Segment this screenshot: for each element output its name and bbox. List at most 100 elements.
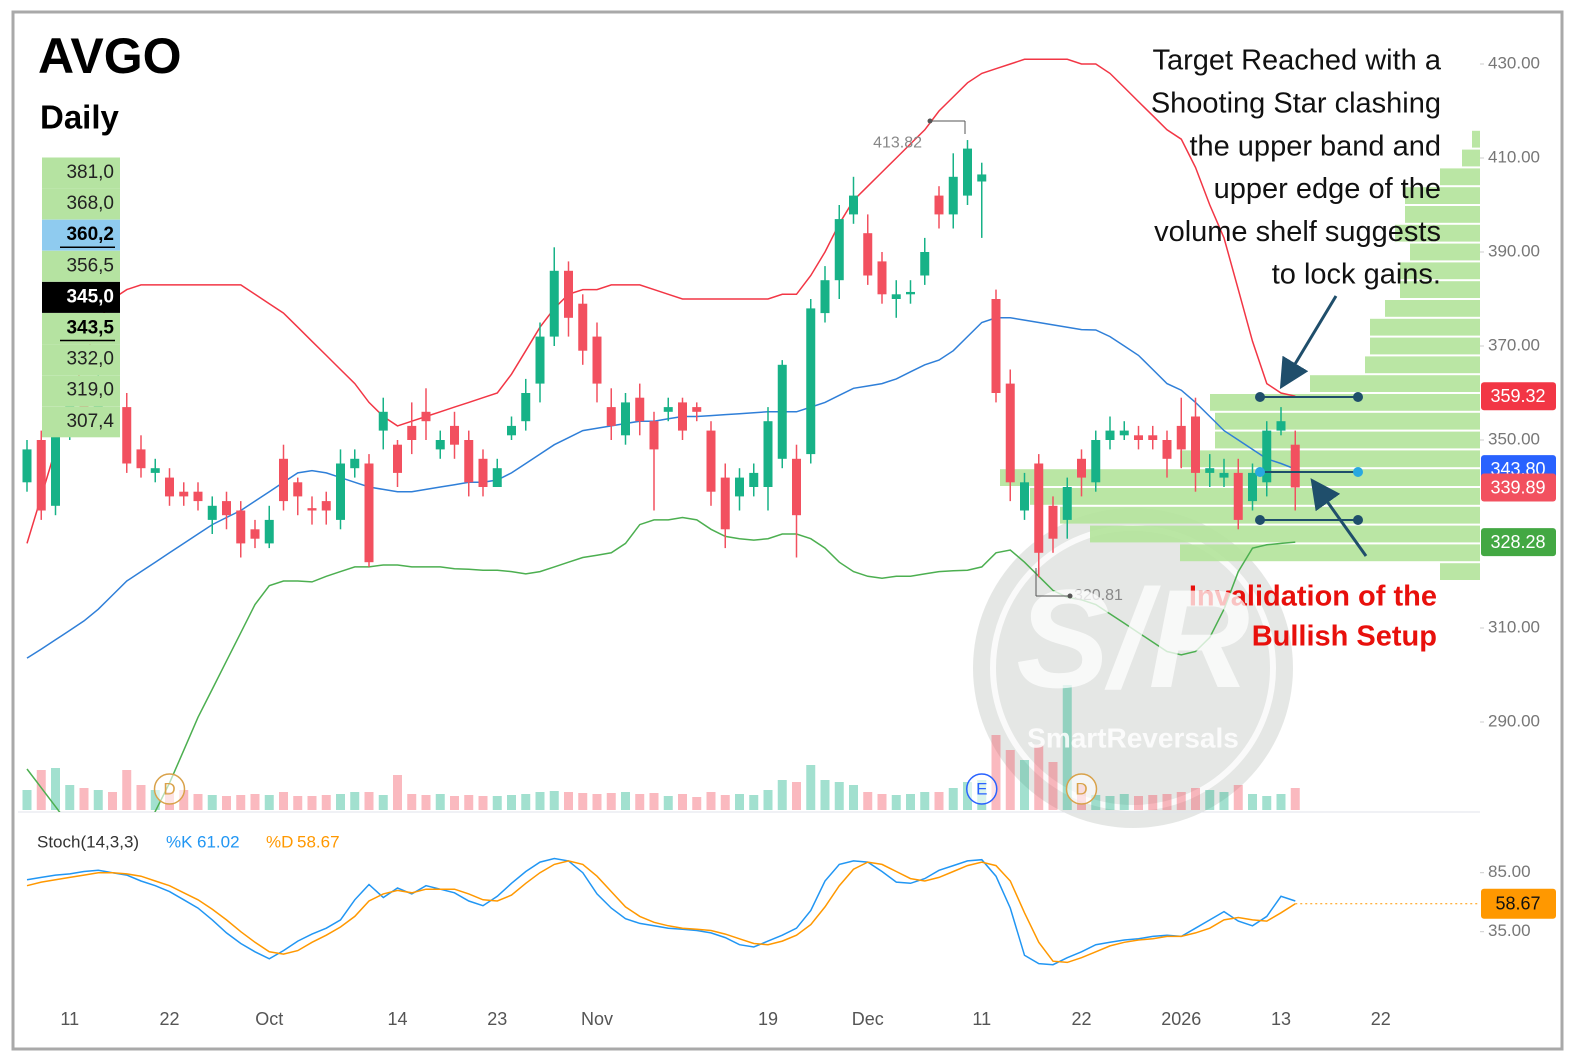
volume-bar bbox=[948, 788, 958, 810]
band-line bbox=[26, 58, 1296, 544]
candle-body bbox=[606, 407, 616, 426]
candle-body bbox=[1276, 421, 1286, 431]
volume-bar bbox=[521, 794, 531, 810]
candle-body bbox=[165, 477, 174, 497]
candle-body bbox=[1119, 430, 1129, 436]
candle-body bbox=[179, 491, 189, 497]
candle-body bbox=[1248, 472, 1257, 502]
candle-body bbox=[635, 397, 645, 422]
volume-bar bbox=[136, 785, 146, 810]
x-tick-label: 2026 bbox=[1161, 1009, 1201, 1029]
volume-bar bbox=[535, 792, 545, 810]
legend-name: %D bbox=[266, 832, 293, 851]
candle-body bbox=[1148, 435, 1158, 440]
volume-profile-bar bbox=[1215, 431, 1480, 449]
volume-bar bbox=[1005, 750, 1015, 810]
chart-subtitle: Daily bbox=[40, 99, 120, 136]
volume-bar bbox=[222, 796, 231, 810]
x-tick-label: Dec bbox=[852, 1009, 884, 1029]
volume-bar bbox=[1276, 794, 1286, 810]
level-dot bbox=[1353, 515, 1363, 525]
invalidation-note: Invalidation of the bbox=[1189, 581, 1437, 613]
volume-profile-bar bbox=[1370, 318, 1480, 336]
stoch-pane bbox=[26, 857, 1296, 966]
candle-body bbox=[1034, 463, 1044, 553]
volume-bar bbox=[236, 795, 246, 810]
volume-bar bbox=[1248, 794, 1257, 810]
volume-bar bbox=[421, 795, 431, 810]
volume-bar bbox=[663, 796, 673, 810]
volume-profile-bar bbox=[1180, 544, 1480, 562]
volume-bar bbox=[777, 780, 787, 810]
candle-body bbox=[407, 425, 417, 440]
volume-profile-bar bbox=[1472, 130, 1480, 148]
candle-body bbox=[963, 148, 972, 196]
candle-body bbox=[51, 425, 60, 506]
level-label: 307,4 bbox=[66, 411, 114, 432]
volume-bar bbox=[934, 792, 944, 810]
candle-body bbox=[877, 261, 887, 295]
volume-bar bbox=[307, 796, 317, 810]
candle-body bbox=[136, 449, 146, 469]
level-cell bbox=[42, 281, 120, 313]
high-label: 413.82 bbox=[873, 134, 922, 151]
volume-profile-bar bbox=[1440, 168, 1480, 186]
candle-body bbox=[1048, 505, 1058, 539]
price-label-box bbox=[1481, 473, 1556, 502]
price-label: 328.28 bbox=[1490, 532, 1545, 552]
candle-body bbox=[820, 280, 830, 314]
candle-body bbox=[991, 299, 1001, 393]
volume-profile-bar bbox=[1370, 337, 1480, 355]
candle-body bbox=[378, 411, 388, 431]
candle-body bbox=[236, 510, 246, 544]
level-label: 381,0 bbox=[66, 162, 114, 183]
x-tick-label: 13 bbox=[1271, 1009, 1291, 1029]
volume-bar bbox=[749, 795, 759, 810]
stoch-label: 58.67 bbox=[1495, 894, 1540, 914]
candle-body bbox=[592, 336, 602, 384]
low-dot bbox=[1067, 593, 1073, 599]
volume-profile-bar bbox=[1405, 206, 1480, 223]
volume-bar bbox=[378, 795, 388, 810]
candle-body bbox=[906, 291, 915, 295]
band-line bbox=[26, 516, 1296, 812]
volume-bar bbox=[36, 770, 46, 810]
candle-body bbox=[1205, 468, 1215, 473]
x-tick-label: 19 bbox=[758, 1009, 778, 1029]
volume-profile-bar bbox=[1060, 506, 1480, 524]
candle-body bbox=[564, 270, 573, 318]
candle-body bbox=[863, 233, 873, 276]
level-dot bbox=[1255, 467, 1265, 477]
candle-body bbox=[150, 468, 160, 473]
volume-profile-bar bbox=[1090, 525, 1480, 543]
candle-body bbox=[806, 308, 816, 455]
volume-bar bbox=[792, 782, 801, 810]
volume-bar bbox=[364, 792, 374, 810]
volume-bar bbox=[578, 793, 588, 810]
volume-bar bbox=[435, 794, 445, 810]
level-label: 356,5 bbox=[66, 255, 114, 276]
volume-bar bbox=[350, 792, 360, 810]
volume-bar bbox=[22, 790, 32, 810]
x-tick-label: 14 bbox=[387, 1009, 407, 1029]
y-tick-label: 430.00 bbox=[1488, 53, 1540, 72]
candle-body bbox=[1233, 472, 1243, 520]
volume-bar bbox=[193, 794, 203, 810]
price-label-box bbox=[1481, 382, 1556, 411]
x-tick-label: 22 bbox=[1371, 1009, 1391, 1029]
event-label: E bbox=[976, 779, 987, 798]
level-lines bbox=[1255, 392, 1363, 525]
volume-profile-bar bbox=[1400, 262, 1480, 280]
volume-profile-bar bbox=[1210, 394, 1480, 411]
volume-profile-bar bbox=[1180, 450, 1480, 468]
volume-profile-bar bbox=[1462, 149, 1480, 167]
low-label: 320.81 bbox=[1074, 587, 1123, 604]
volume-bar bbox=[1119, 794, 1129, 810]
volume-bar bbox=[763, 790, 773, 810]
x-tick-label: 23 bbox=[487, 1009, 507, 1029]
candle-body bbox=[706, 430, 716, 492]
volume-bar bbox=[549, 791, 559, 810]
event-marker bbox=[153, 773, 186, 805]
candle-body bbox=[307, 508, 317, 511]
